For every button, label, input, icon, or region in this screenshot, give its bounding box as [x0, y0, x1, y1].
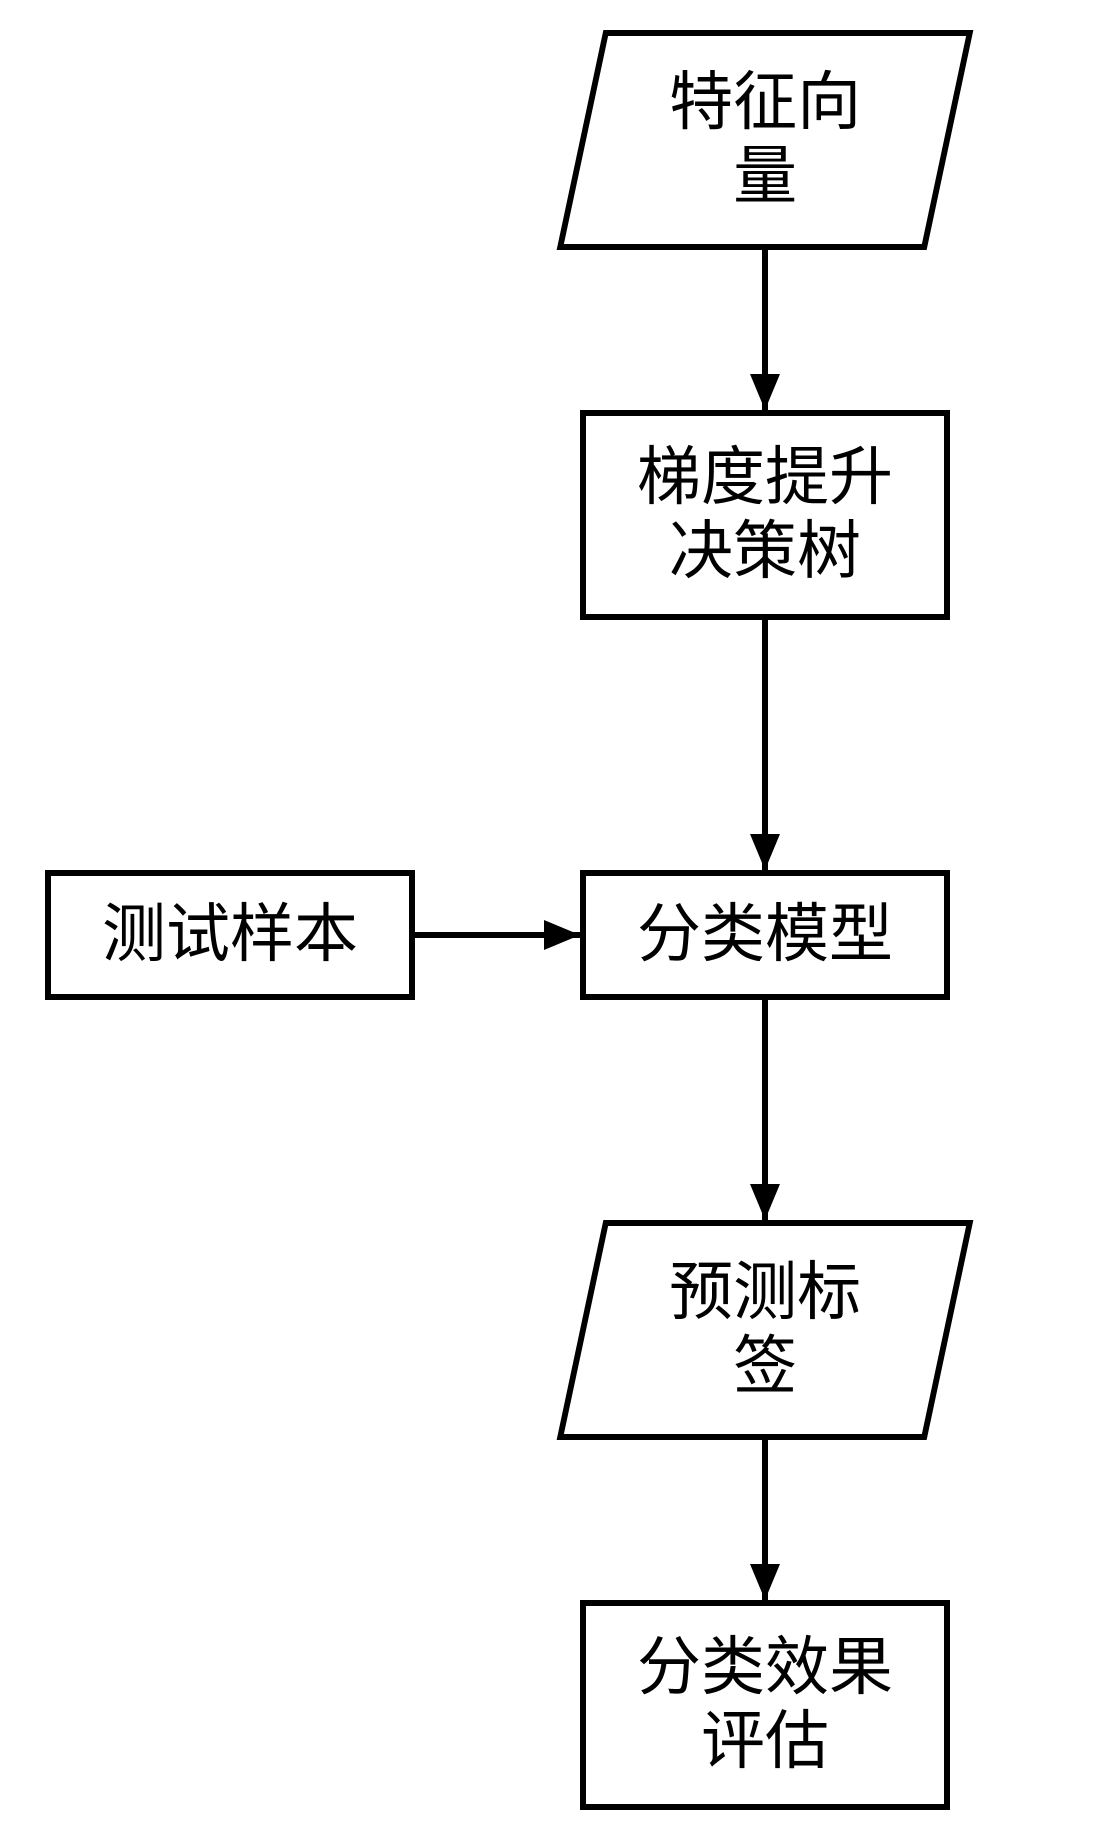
node-classifier: 分类模型 [580, 870, 950, 1000]
node-classifier-label: 分类模型 [637, 898, 893, 972]
node-feature-vector: 特征向 量 [557, 30, 974, 250]
node-predicted-label-label: 预测标 签 [586, 1256, 944, 1403]
flowchart-canvas: 特征向 量 梯度提升 决策树 测试样本 分类模型 预测标 签 分类效果 评估 [0, 0, 1109, 1838]
node-feature-vector-label: 特征向 量 [586, 66, 944, 213]
node-evaluation: 分类效果 评估 [580, 1600, 950, 1810]
node-test-sample: 测试样本 [45, 870, 415, 1000]
node-gbdt-label: 梯度提升 决策树 [637, 441, 893, 588]
node-evaluation-label: 分类效果 评估 [637, 1631, 893, 1778]
node-test-sample-label: 测试样本 [102, 898, 358, 972]
node-predicted-label: 预测标 签 [557, 1220, 974, 1440]
node-gbdt: 梯度提升 决策树 [580, 410, 950, 620]
